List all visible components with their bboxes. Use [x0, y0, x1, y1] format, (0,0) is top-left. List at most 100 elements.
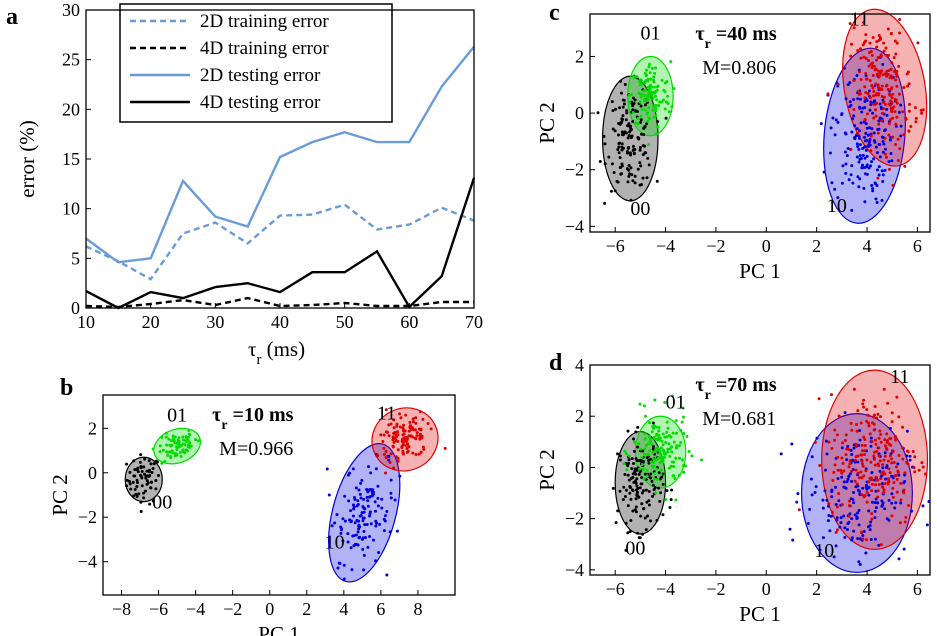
x-tick-label: 2: [302, 599, 311, 619]
point-11: [414, 453, 418, 457]
point-10: [864, 551, 868, 555]
point-00: [631, 509, 635, 513]
point-00: [157, 474, 161, 478]
point-00: [633, 508, 637, 512]
point-11: [866, 92, 870, 96]
point-10: [869, 164, 873, 168]
point-11: [874, 483, 878, 487]
point-10: [863, 200, 867, 204]
point-11: [883, 102, 887, 106]
point-01: [672, 474, 676, 478]
point-10: [862, 186, 866, 190]
point-10: [850, 208, 854, 212]
point-01: [184, 448, 188, 452]
point-01: [186, 438, 190, 442]
point-11: [870, 489, 874, 493]
point-10: [867, 143, 871, 147]
point-10: [860, 110, 864, 114]
point-00: [634, 505, 638, 509]
x-axis-label: PC 1: [258, 622, 299, 636]
point-11: [897, 64, 901, 68]
point-01: [635, 75, 639, 79]
point-11: [890, 420, 894, 424]
point-11: [398, 412, 402, 416]
point-01: [166, 454, 170, 458]
point-10: [362, 516, 366, 520]
point-11: [843, 438, 847, 442]
point-10: [868, 108, 872, 112]
point-11: [890, 109, 894, 113]
point-11: [844, 433, 848, 437]
point-11: [879, 69, 883, 73]
point-10: [346, 532, 350, 536]
point-11: [878, 459, 882, 463]
x-tick-label: 0: [762, 579, 771, 599]
point-10: [325, 467, 329, 471]
y-tick-label: 0: [88, 463, 97, 483]
point-11: [888, 118, 892, 122]
point-00: [152, 462, 156, 466]
point-10: [842, 66, 846, 70]
point-10: [825, 452, 829, 456]
point-10: [374, 467, 378, 471]
point-00: [620, 148, 624, 152]
metric-label: M=0.681: [702, 408, 776, 430]
point-01: [678, 456, 682, 460]
point-10: [815, 436, 819, 440]
point-10: [885, 113, 889, 117]
point-00: [630, 457, 634, 461]
point-11: [418, 433, 422, 437]
point-00: [142, 491, 146, 495]
point-11: [886, 401, 890, 405]
point-11: [899, 498, 903, 502]
point-00: [637, 495, 641, 499]
point-10: [885, 464, 889, 468]
point-11: [881, 491, 885, 495]
point-00: [655, 518, 659, 522]
point-10: [902, 481, 906, 485]
point-00: [640, 491, 644, 495]
point-00: [609, 189, 613, 193]
point-01: [674, 419, 678, 423]
point-11: [880, 111, 884, 115]
point-11: [887, 167, 891, 171]
point-11: [896, 137, 900, 141]
y-tick-label: 5: [71, 248, 80, 268]
point-10: [881, 173, 885, 177]
point-10: [858, 157, 862, 161]
point-11: [856, 471, 860, 475]
point-11: [863, 449, 867, 453]
point-00: [626, 145, 630, 149]
point-11: [426, 421, 430, 425]
point-00: [623, 83, 627, 87]
point-10: [382, 517, 386, 521]
point-11: [864, 72, 868, 76]
point-10: [880, 198, 884, 202]
point-10: [385, 573, 389, 577]
point-00: [603, 162, 607, 166]
point-11: [912, 465, 916, 469]
point-10: [852, 114, 856, 118]
point-11: [420, 436, 424, 440]
point-00: [147, 459, 151, 463]
point-10: [865, 163, 869, 167]
point-11: [847, 514, 851, 518]
point-11: [863, 494, 867, 498]
point-01: [674, 498, 678, 502]
point-01: [672, 465, 676, 469]
point-10: [848, 512, 852, 516]
point-10: [873, 140, 877, 144]
point-01: [647, 434, 651, 438]
point-10: [870, 471, 874, 475]
point-10: [839, 521, 843, 525]
point-00: [638, 145, 642, 149]
point-01: [667, 466, 671, 470]
point-11: [848, 459, 852, 463]
point-11: [923, 472, 927, 476]
point-11: [881, 485, 885, 489]
point-10: [843, 535, 847, 539]
point-11: [916, 41, 920, 45]
point-10: [881, 139, 885, 143]
point-11: [903, 520, 907, 524]
